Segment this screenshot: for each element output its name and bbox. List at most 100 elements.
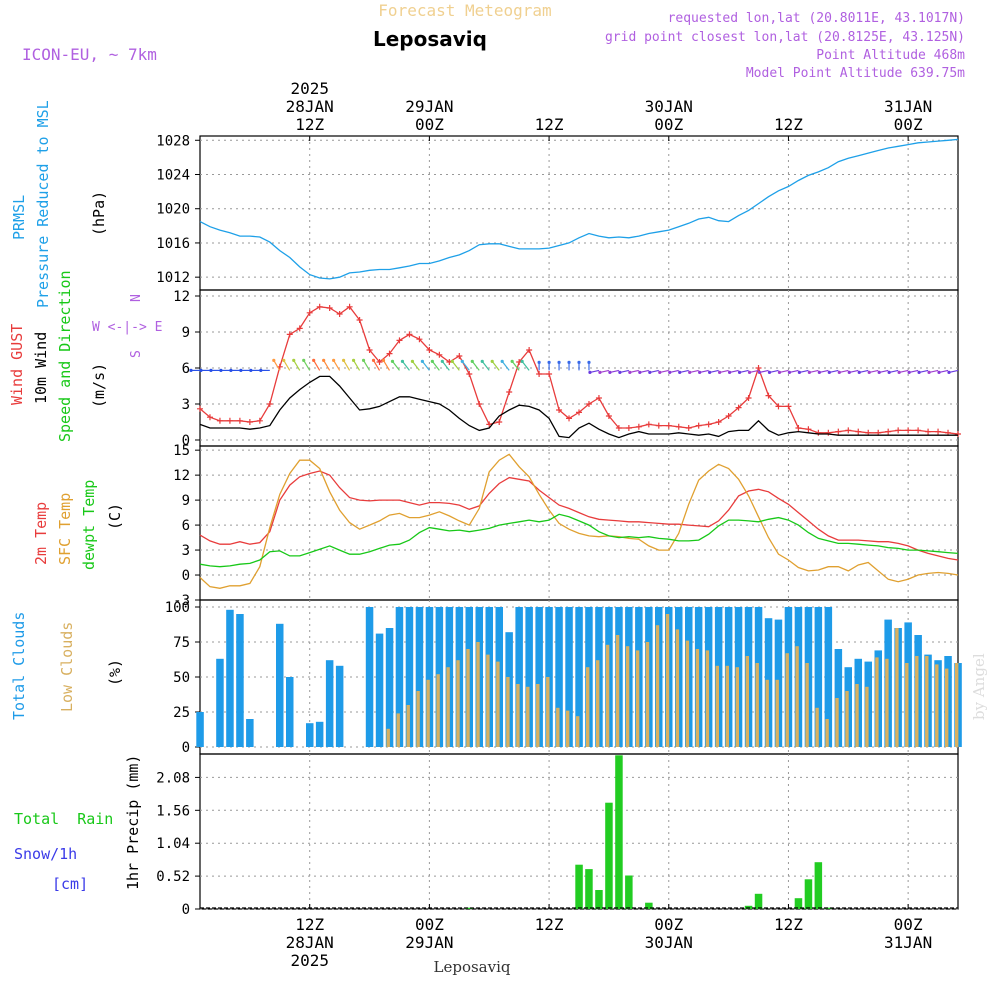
bar-low-clouds bbox=[935, 664, 939, 747]
wind-direction-arrow bbox=[521, 361, 530, 371]
panel-0: 1012 1016 1020 1024 1028 bbox=[156, 133, 959, 291]
wind-arrow-head bbox=[500, 359, 504, 363]
bottom-tick-label: 12Z bbox=[774, 915, 803, 934]
wind-arrow-head bbox=[400, 359, 405, 363]
top-tick-label: 12Z bbox=[295, 115, 324, 134]
series-line-dewpt-temp bbox=[199, 513, 959, 568]
wind-direction-arrow bbox=[461, 361, 470, 371]
wind-arrow-head bbox=[877, 370, 881, 374]
wind-arrow-head bbox=[322, 358, 326, 362]
top-tick-label: 12Z bbox=[774, 115, 803, 134]
panel-frame bbox=[199, 445, 959, 601]
wind-arrow-head bbox=[897, 370, 901, 374]
gust-marker bbox=[396, 337, 403, 344]
wind-arrow-head bbox=[698, 370, 702, 374]
bar-low-clouds bbox=[795, 646, 799, 747]
bar-low-clouds bbox=[895, 628, 899, 747]
gust-marker bbox=[625, 425, 632, 431]
gust-marker bbox=[745, 395, 752, 401]
bar-low-clouds bbox=[715, 665, 719, 747]
requested-coords: requested lon,lat (20.8011E, 43.1017N) bbox=[668, 11, 965, 26]
bar-low-clouds bbox=[675, 629, 680, 747]
gust-marker bbox=[456, 353, 463, 359]
label-ms: (m/s) bbox=[90, 363, 108, 408]
wind-arrow-head bbox=[857, 370, 861, 374]
bar-total-rain bbox=[465, 907, 473, 909]
bar-total-clouds bbox=[286, 677, 294, 747]
bar-total-rain bbox=[794, 898, 803, 909]
bottom-tick-label: 12Z bbox=[535, 915, 564, 934]
gust-marker bbox=[266, 401, 273, 407]
bar-total-clouds bbox=[525, 607, 533, 747]
wind-arrow-head bbox=[249, 368, 253, 372]
y-tick-label: -3 bbox=[173, 593, 190, 609]
wind-arrow-head bbox=[737, 370, 742, 374]
gust-marker bbox=[256, 417, 263, 424]
label-precip-unit: 1hr Precip (mm) bbox=[124, 755, 142, 890]
y-tick-label: 1016 bbox=[156, 236, 190, 252]
bar-low-clouds bbox=[925, 656, 929, 747]
gust-marker bbox=[955, 431, 961, 437]
bar-low-clouds bbox=[496, 661, 500, 747]
bar-low-clouds bbox=[546, 677, 550, 747]
top-tick-label: 00Z bbox=[415, 115, 444, 134]
bar-low-clouds bbox=[765, 679, 769, 747]
wind-arrow-head bbox=[747, 370, 752, 374]
bottom-tick-label: 28JAN bbox=[286, 933, 334, 952]
bar-low-clouds bbox=[695, 649, 700, 747]
gust-marker bbox=[216, 417, 223, 424]
wind-arrow-head bbox=[947, 370, 951, 374]
wind-arrow-head bbox=[797, 370, 801, 374]
wind-direction-arrow bbox=[451, 361, 460, 371]
label-speed-direction: Speed and Direction bbox=[56, 270, 74, 442]
wind-arrow-head bbox=[598, 370, 602, 374]
gust-marker bbox=[576, 409, 582, 416]
label-dewpt-temp: dewpt Temp bbox=[80, 480, 98, 570]
wind-direction-arrow bbox=[392, 361, 400, 371]
model-label: ICON-EU, ~ 7km bbox=[22, 45, 157, 64]
wind-arrow-head bbox=[907, 370, 911, 374]
gust-marker bbox=[855, 428, 862, 435]
wind-arrow-head bbox=[351, 358, 356, 362]
gust-marker bbox=[765, 392, 772, 399]
label-percent: (%) bbox=[106, 659, 124, 686]
gust-marker bbox=[436, 351, 443, 358]
compass-south: S bbox=[129, 350, 144, 358]
wind-direction-arrow bbox=[511, 361, 520, 371]
point-altitude: Point Altitude 468m bbox=[816, 48, 965, 63]
wind-arrow-head bbox=[708, 370, 712, 374]
wind-arrow-head bbox=[588, 370, 592, 374]
watermark: by Angel bbox=[970, 653, 988, 720]
gust-marker bbox=[306, 309, 313, 316]
gust-marker bbox=[685, 425, 692, 431]
bar-low-clouds bbox=[705, 650, 710, 747]
bar-low-clouds bbox=[905, 663, 909, 747]
bar-low-clouds bbox=[655, 625, 660, 747]
top-tick-label: 2025 bbox=[290, 79, 329, 98]
bar-total-rain bbox=[605, 802, 613, 909]
bar-low-clouds bbox=[915, 656, 919, 747]
wind-arrow-head bbox=[847, 370, 851, 374]
gust-marker bbox=[386, 350, 393, 357]
gust-marker bbox=[496, 419, 503, 425]
bar-low-clouds bbox=[885, 658, 889, 747]
label-hpa: (hPa) bbox=[90, 191, 108, 236]
bar-total-rain bbox=[804, 879, 813, 909]
wind-arrow-head bbox=[450, 359, 454, 363]
y-tick-label: 100 bbox=[165, 600, 190, 616]
y-tick-label: 9 bbox=[182, 493, 190, 509]
wind-direction-arrow bbox=[421, 361, 430, 371]
bar-low-clouds bbox=[566, 710, 570, 747]
wind-arrow-head bbox=[727, 370, 732, 374]
gust-marker bbox=[615, 425, 622, 431]
wind-arrow-head bbox=[259, 368, 263, 372]
bar-low-clouds bbox=[556, 707, 560, 747]
wind-arrow-head bbox=[678, 370, 682, 374]
bar-low-clouds bbox=[506, 677, 510, 747]
wind-direction-arrow bbox=[343, 360, 351, 371]
series-line-sfc-temp bbox=[199, 453, 959, 589]
wind-arrow-head bbox=[648, 370, 652, 374]
gust-marker bbox=[665, 422, 672, 429]
gust-marker bbox=[645, 421, 652, 428]
bar-low-clouds bbox=[625, 646, 630, 747]
